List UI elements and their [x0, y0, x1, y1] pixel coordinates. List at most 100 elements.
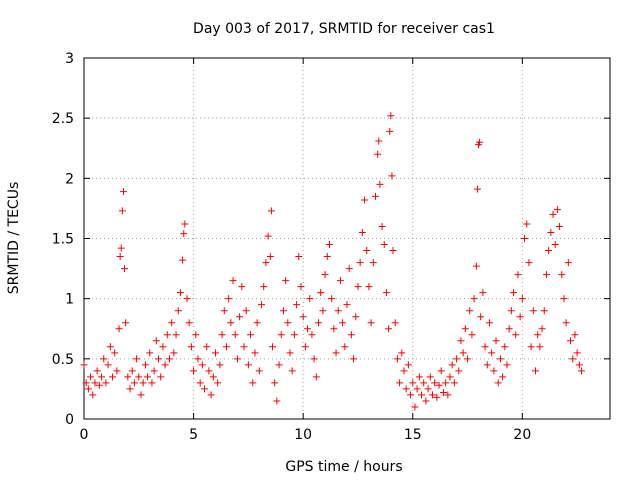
- data-point: [220, 307, 228, 315]
- data-point: [503, 361, 511, 369]
- data-point: [157, 373, 165, 381]
- data-point: [180, 230, 188, 238]
- data-point: [388, 172, 396, 180]
- data-point: [104, 361, 112, 369]
- data-point: [100, 355, 108, 363]
- data-point: [284, 319, 292, 327]
- data-point: [542, 271, 550, 279]
- data-point: [472, 262, 480, 270]
- data-point: [87, 373, 95, 381]
- data-point: [505, 325, 513, 333]
- data-point: [492, 337, 500, 345]
- data-point: [139, 379, 147, 387]
- data-point: [203, 343, 211, 351]
- data-point: [573, 349, 581, 357]
- data-point: [174, 307, 182, 315]
- data-point: [119, 188, 127, 196]
- data-point: [448, 361, 456, 369]
- data-point: [490, 367, 498, 375]
- data-point: [297, 283, 305, 291]
- data-point: [396, 379, 404, 387]
- data-point: [481, 343, 489, 351]
- data-point: [244, 361, 252, 369]
- data-point: [420, 379, 428, 387]
- data-point: [339, 319, 347, 327]
- data-point: [426, 373, 434, 381]
- data-point: [262, 259, 270, 267]
- data-point: [389, 247, 397, 255]
- data-point: [556, 222, 564, 230]
- data-point: [496, 355, 504, 363]
- data-point: [168, 319, 176, 327]
- data-point: [238, 283, 246, 291]
- data-point: [518, 295, 526, 303]
- data-point: [578, 367, 586, 375]
- y-axis-label: SRMTID / TECUs: [6, 182, 22, 295]
- data-point: [499, 373, 507, 381]
- data-point: [538, 325, 546, 333]
- data-point: [271, 379, 279, 387]
- data-point: [352, 313, 360, 321]
- data-point: [159, 343, 167, 351]
- data-point: [409, 379, 417, 387]
- data-point: [391, 319, 399, 327]
- data-point: [146, 349, 154, 357]
- data-point: [161, 361, 169, 369]
- data-point: [444, 391, 452, 399]
- x-tick-label: 20: [513, 427, 531, 443]
- data-point: [267, 207, 275, 215]
- data-point: [273, 397, 281, 405]
- data-point: [551, 241, 559, 249]
- data-point: [422, 397, 430, 405]
- data-point: [418, 391, 426, 399]
- data-point: [187, 343, 195, 351]
- data-point: [343, 301, 351, 309]
- data-point: [319, 307, 327, 315]
- x-tick-label: 15: [404, 427, 422, 443]
- data-point: [181, 220, 189, 228]
- data-point: [386, 127, 394, 135]
- data-point: [102, 379, 110, 387]
- data-point: [464, 355, 472, 363]
- data-point: [255, 367, 263, 375]
- data-point: [569, 355, 577, 363]
- data-point: [365, 283, 373, 291]
- data-point: [201, 385, 209, 393]
- data-point: [402, 385, 410, 393]
- data-point: [516, 313, 524, 321]
- data-point: [233, 355, 241, 363]
- data-point: [411, 403, 419, 411]
- data-point: [361, 196, 369, 204]
- data-point: [93, 367, 101, 375]
- data-point: [288, 367, 296, 375]
- data-point: [192, 331, 200, 339]
- data-point: [315, 319, 323, 327]
- data-point: [527, 343, 535, 351]
- x-tick-label: 5: [189, 427, 198, 443]
- data-point: [124, 373, 132, 381]
- data-point: [163, 331, 171, 339]
- data-point: [433, 393, 441, 401]
- data-point: [483, 361, 491, 369]
- data-point: [476, 138, 484, 146]
- data-point: [507, 307, 515, 315]
- data-point: [367, 319, 375, 327]
- data-point: [453, 355, 461, 363]
- data-point: [407, 391, 415, 399]
- data-point: [323, 253, 331, 261]
- data-point: [428, 391, 436, 399]
- data-point: [212, 349, 219, 357]
- data-point: [488, 349, 496, 357]
- data-point: [133, 355, 141, 363]
- data-point: [80, 361, 88, 369]
- data-point: [251, 349, 259, 357]
- data-point: [529, 307, 537, 315]
- data-point: [148, 379, 156, 387]
- data-point: [84, 385, 92, 393]
- data-point: [229, 277, 237, 285]
- data-point: [415, 373, 423, 381]
- data-point: [214, 379, 222, 387]
- data-point: [122, 319, 130, 327]
- data-point: [317, 289, 325, 297]
